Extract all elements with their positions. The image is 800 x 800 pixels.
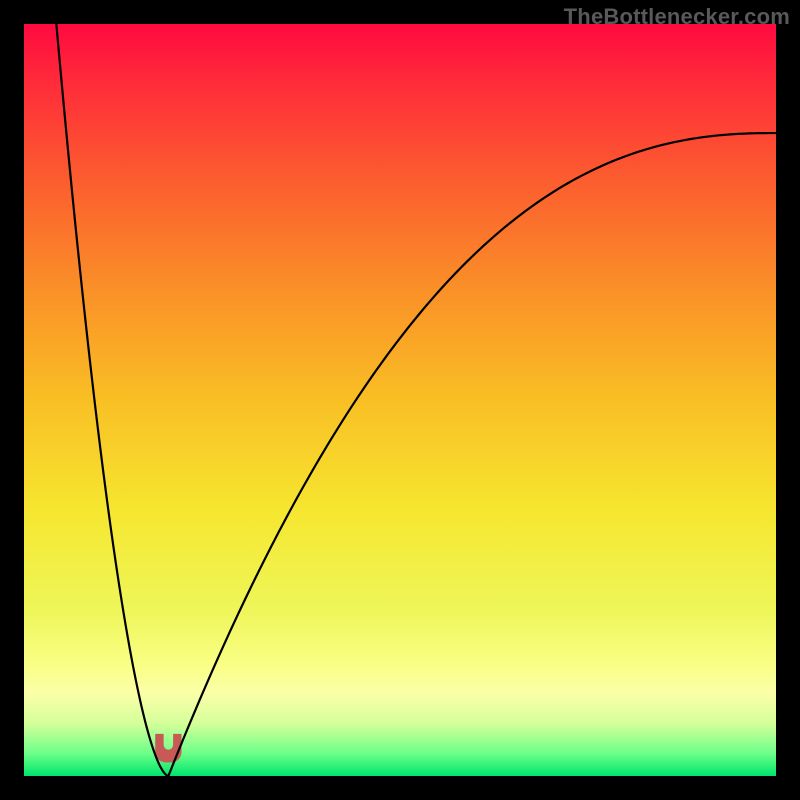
plot-background: [24, 24, 776, 776]
chart-svg: [0, 0, 800, 800]
watermark-text: TheBottlenecker.com: [564, 4, 790, 30]
chart-root: TheBottlenecker.com: [0, 0, 800, 800]
